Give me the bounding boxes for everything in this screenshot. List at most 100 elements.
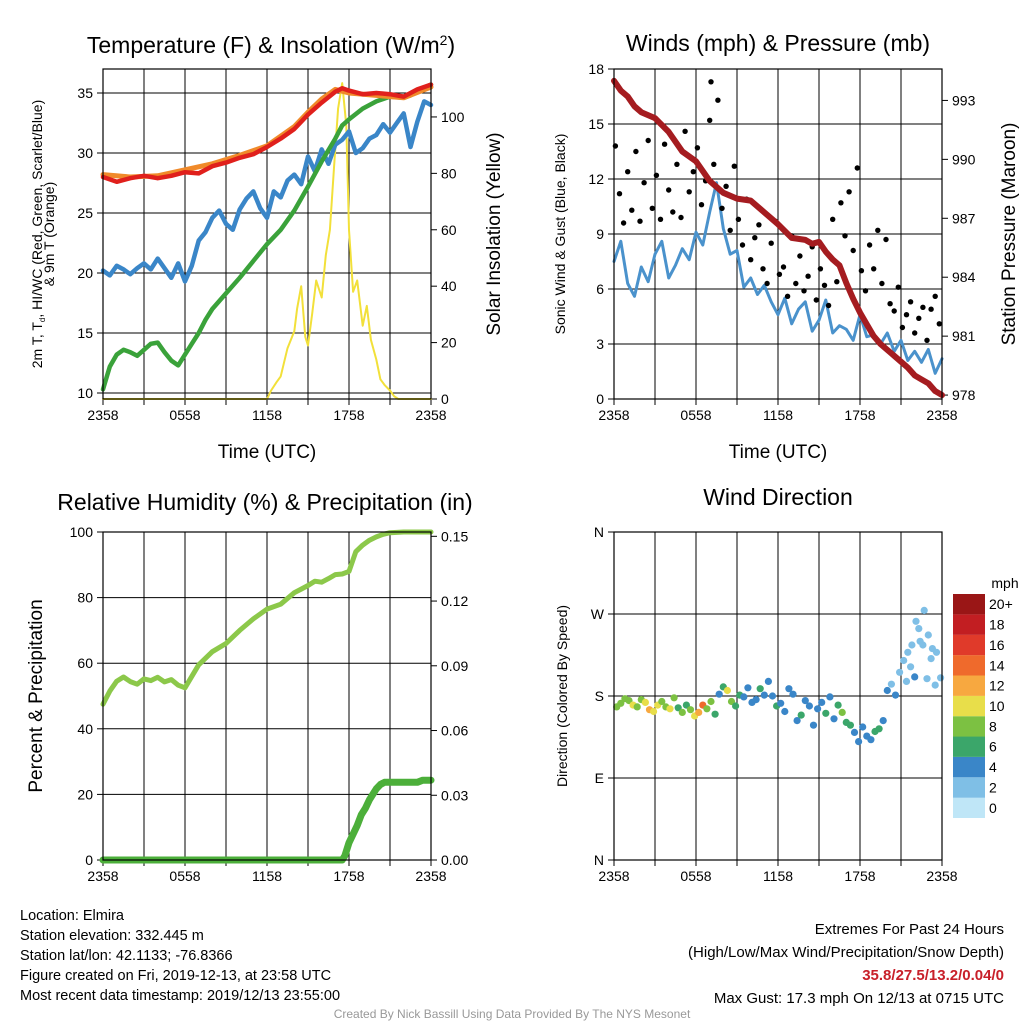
credit-text: Created By Nick Bassill Using Data Provi… <box>333 1007 691 1021</box>
extremes-subtitle: (High/Low/Max Wind/Precipitation/Snow De… <box>688 944 1004 961</box>
gust-point <box>694 145 701 151</box>
y-tick-label: 20 <box>77 786 93 802</box>
gust-point <box>932 293 938 299</box>
direction-point <box>809 721 818 729</box>
y-axis-label: Direction (Colored By Speed) <box>554 605 570 787</box>
gust-point <box>854 165 860 171</box>
direction-point <box>650 707 658 716</box>
chart-title: Temperature (F) & Insolation (W/m2) <box>87 32 455 58</box>
x-tick-label: 2358 <box>926 868 957 884</box>
direction-point <box>818 698 826 707</box>
direction-point <box>887 680 896 688</box>
direction-point <box>805 702 814 710</box>
colorbar-swatch <box>953 695 985 717</box>
direction-point <box>756 685 764 693</box>
created-text: Figure created on Fri, 2019-12-13, at 23… <box>20 968 332 984</box>
gust-point <box>708 79 714 85</box>
gust-point <box>731 163 737 169</box>
gust-point <box>780 264 787 270</box>
direction-point <box>904 648 912 656</box>
direction-point <box>658 697 666 706</box>
direction-point <box>814 705 822 713</box>
gust-point <box>834 279 840 285</box>
gust-point <box>879 280 885 287</box>
chart-title: Relative Humidity (%) & Precipitation (i… <box>57 489 472 515</box>
y-tick-label: 100 <box>70 524 94 540</box>
colorbar-label: 10 <box>989 698 1005 714</box>
series-solar-insolation <box>102 82 432 400</box>
colorbar-label: 2 <box>989 780 997 796</box>
x-tick-label: 2358 <box>87 407 118 423</box>
y-tick-label-right: 0 <box>441 391 449 407</box>
max-gust-text: Max Gust: 17.3 mph On 12/13 at 0715 UTC <box>713 990 1004 1007</box>
plot-frame <box>102 68 432 400</box>
direction-point <box>826 693 834 701</box>
direction-point <box>908 641 916 649</box>
direction-point <box>907 663 915 671</box>
gust-point <box>862 288 869 294</box>
gust-point <box>850 247 856 254</box>
gust-point <box>891 308 897 314</box>
direction-point <box>703 705 711 713</box>
latlon-text: Station lat/lon: 42.1133; -76.8366 <box>20 948 233 964</box>
gust-point <box>797 253 803 259</box>
gust-point <box>629 207 635 213</box>
direction-point <box>891 691 900 699</box>
gust-point <box>633 148 639 155</box>
y-tick-label: N <box>594 524 604 540</box>
gust-point <box>620 220 627 226</box>
direction-point <box>752 696 760 704</box>
gust-point <box>723 183 729 189</box>
direction-point <box>715 690 723 698</box>
gust-point <box>928 306 934 312</box>
gust-point <box>821 282 828 288</box>
plot-frame <box>613 68 943 400</box>
y-axis-label: Sonic Wind & Gust (Blue, Black) <box>552 134 568 335</box>
colorbar-swatch <box>953 736 985 757</box>
direction-point <box>785 685 793 693</box>
colorbar-label: 18 <box>989 617 1005 633</box>
gust-point <box>711 161 717 167</box>
gust-point <box>739 242 746 248</box>
y-tick-label-right: 0.00 <box>441 852 468 868</box>
colorbar-label: 8 <box>989 718 997 734</box>
direction-point <box>830 715 838 723</box>
gust-point <box>817 266 824 272</box>
gust-point <box>887 301 893 307</box>
y-tick-label: 35 <box>77 85 93 101</box>
x-tick-label: 1758 <box>844 868 875 884</box>
direction-point <box>834 701 842 709</box>
direction-point <box>768 692 777 700</box>
y-tick-label: 0 <box>85 852 93 868</box>
y-tick-label: W <box>591 606 605 622</box>
colorbar-swatch <box>953 655 985 676</box>
gust-point <box>756 222 762 228</box>
x-tick-label: 0558 <box>680 868 711 884</box>
colorbar-label: 16 <box>989 637 1005 653</box>
y-tick-label-right: 0.15 <box>441 528 468 544</box>
x-tick-label: 1758 <box>333 868 364 884</box>
direction-point <box>711 710 719 718</box>
station-info: Location: Elmira Station elevation: 332.… <box>20 906 340 1006</box>
gust-point <box>682 128 688 134</box>
direction-point <box>919 641 927 649</box>
gust-point <box>637 218 643 224</box>
y-tick-label: 40 <box>77 721 93 737</box>
colorbar-label: 6 <box>989 739 997 755</box>
direction-point <box>641 698 650 707</box>
y-tick-label-right: 978 <box>952 387 976 403</box>
direction-point <box>920 606 928 615</box>
gust-point <box>616 191 623 197</box>
x-tick-label: 2358 <box>598 868 629 884</box>
direction-point <box>875 725 883 733</box>
gust-point <box>686 189 692 195</box>
gust-point <box>825 302 832 309</box>
x-tick-label: 1158 <box>252 868 282 884</box>
gust-point <box>813 297 819 303</box>
direction-point <box>633 703 641 711</box>
direction-point <box>797 711 805 719</box>
gust-point <box>670 209 676 215</box>
direction-point <box>793 717 801 725</box>
gust-point <box>715 97 721 103</box>
gust-point <box>830 216 836 222</box>
